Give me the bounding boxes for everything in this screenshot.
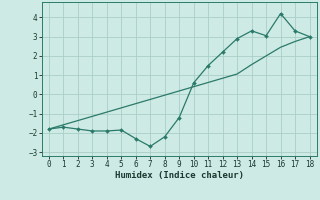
X-axis label: Humidex (Indice chaleur): Humidex (Indice chaleur) (115, 171, 244, 180)
